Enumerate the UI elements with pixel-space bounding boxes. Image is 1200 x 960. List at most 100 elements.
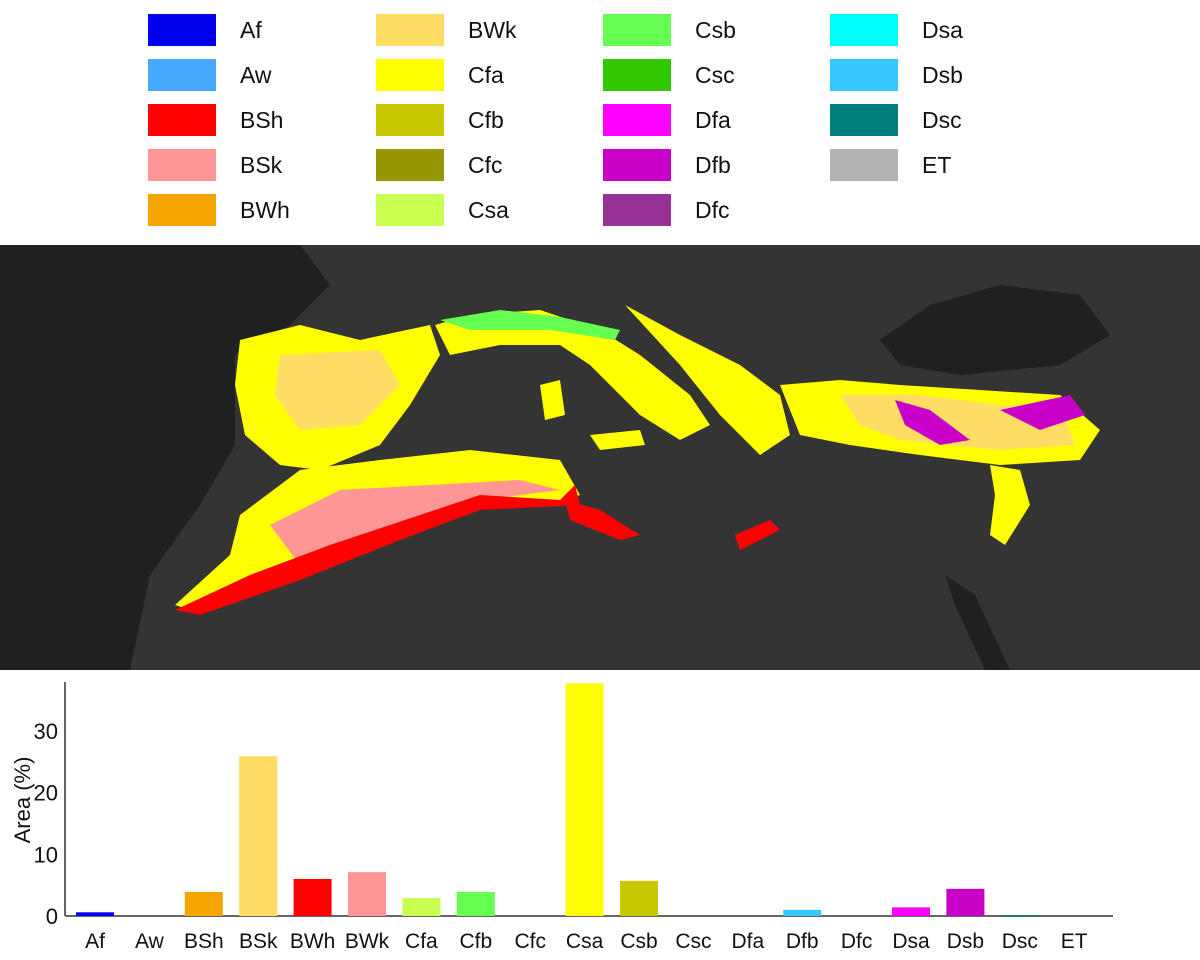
- x-tick-label: Dfc: [841, 930, 873, 953]
- bar-bwk: [348, 872, 386, 916]
- x-tick-label: BSk: [239, 930, 278, 953]
- balkans-region: [625, 305, 790, 455]
- x-tick-label: Dfa: [731, 930, 764, 953]
- legend-swatch: [830, 59, 898, 91]
- x-tick-label: BWh: [290, 930, 336, 953]
- x-tick-label: Dsc: [1002, 930, 1038, 953]
- bar-dfb: [783, 909, 822, 916]
- x-tick-label: BSh: [184, 930, 224, 953]
- y-tick-label: 20: [34, 781, 58, 806]
- sicily: [590, 430, 645, 450]
- bar-dsa: [892, 907, 930, 916]
- iberia-interior: [275, 350, 400, 430]
- legend-label: Csc: [695, 61, 735, 88]
- black-sea: [880, 285, 1110, 375]
- legend-item-bsh: BSh: [148, 104, 283, 136]
- x-tick-label: Cfa: [405, 930, 438, 953]
- legend-swatch: [148, 104, 216, 136]
- y-tick-label: 10: [34, 842, 58, 867]
- legend-label: Dfb: [695, 151, 731, 178]
- x-tick-label: Dsb: [947, 930, 984, 953]
- x-tick-label: Csa: [566, 930, 604, 953]
- legend-label: Dfa: [695, 106, 731, 133]
- legend-swatch: [376, 14, 444, 46]
- sardinia-corsica: [540, 380, 565, 420]
- legend-swatch: [603, 59, 671, 91]
- x-tick-label: Dfb: [786, 930, 819, 953]
- legend-item-dsc: Dsc: [830, 104, 962, 136]
- legend-swatch: [830, 104, 898, 136]
- x-tick-label: Aw: [135, 930, 165, 953]
- legend-label: Cfb: [468, 106, 504, 133]
- france-italy-region: [435, 310, 710, 440]
- x-tick-label: Csb: [620, 930, 657, 953]
- legend-label: Cfc: [468, 151, 503, 178]
- legend-item-dfb: Dfb: [603, 149, 731, 181]
- legend-label: ET: [922, 151, 952, 178]
- x-tick-label: Cfc: [514, 930, 546, 953]
- legend-item-csa: Csa: [376, 194, 509, 226]
- legend-item-bwh: BWh: [148, 194, 290, 226]
- legend-label: Dfc: [695, 196, 730, 223]
- legend-label: Csb: [695, 16, 736, 43]
- x-tick-label: Af: [85, 930, 105, 953]
- bar-bsh: [184, 891, 223, 916]
- legend-item-bwk: BWk: [376, 14, 517, 46]
- legend-item-dsa: Dsa: [830, 14, 963, 46]
- bar-csa: [565, 683, 604, 916]
- legend-swatch: [603, 149, 671, 181]
- bar-cfb: [456, 891, 495, 916]
- x-tick-label: BWk: [345, 930, 390, 953]
- bar-dsc: [1000, 915, 1039, 917]
- legend-item-cfa: Cfa: [376, 59, 504, 91]
- legend-item-cfb: Cfb: [376, 104, 504, 136]
- legend-label: BSh: [240, 106, 284, 133]
- legend-swatch: [830, 149, 898, 181]
- legend-label: Dsb: [922, 61, 963, 88]
- y-axis-label: Area (%): [10, 757, 35, 844]
- alps-zone: [440, 310, 620, 340]
- atlantic-ocean: [0, 245, 330, 670]
- legend-swatch: [830, 14, 898, 46]
- bar-csb: [620, 880, 658, 916]
- legend-label: Csa: [468, 196, 509, 223]
- legend-label: BSk: [240, 151, 283, 178]
- legend-item-cfc: Cfc: [376, 149, 503, 181]
- legend-item-csc: Csc: [603, 59, 735, 91]
- legend-item-et: ET: [830, 149, 951, 181]
- legend-swatch: [148, 194, 216, 226]
- bar-dsb: [946, 888, 985, 916]
- x-tick-label: Dsa: [892, 930, 930, 953]
- legend-label: BWk: [468, 16, 517, 43]
- legend-label: BWh: [240, 196, 290, 223]
- legend-item-csb: Csb: [603, 14, 736, 46]
- legend-label: Dsc: [922, 106, 962, 133]
- legend-swatch: [376, 149, 444, 181]
- legend-item-dfa: Dfa: [603, 104, 731, 136]
- bar-bsk: [239, 756, 278, 916]
- legend-item-dsb: Dsb: [830, 59, 963, 91]
- north-africa-arid: [175, 485, 580, 615]
- legend-swatch: [603, 104, 671, 136]
- legend-swatch: [376, 59, 444, 91]
- area-bar-chart: Area (%) 0 10 20 30 Af Aw BSh BSk BWh BWk Cfa Cfb C…: [10, 682, 1113, 953]
- legend-swatch: [376, 194, 444, 226]
- legend-swatch: [148, 59, 216, 91]
- legend-swatch: [148, 14, 216, 46]
- libya-coast: [565, 500, 640, 540]
- egypt-coast: [735, 520, 780, 550]
- legend-item-dfc: Dfc: [603, 194, 730, 226]
- bar-af: [76, 912, 114, 916]
- legend-label: Cfa: [468, 61, 504, 88]
- legend-label: Aw: [240, 61, 272, 88]
- y-tick-label: 30: [34, 719, 58, 744]
- x-tick-label: ET: [1061, 930, 1088, 953]
- legend-item-af: Af: [148, 14, 262, 46]
- bar-cfa: [402, 898, 441, 916]
- legend-swatch: [148, 149, 216, 181]
- red-sea: [945, 575, 1010, 670]
- legend-label: Af: [240, 16, 262, 43]
- legend-label: Dsa: [922, 16, 963, 43]
- legend-item-bsk: BSk: [148, 149, 282, 181]
- levant-region: [990, 465, 1030, 545]
